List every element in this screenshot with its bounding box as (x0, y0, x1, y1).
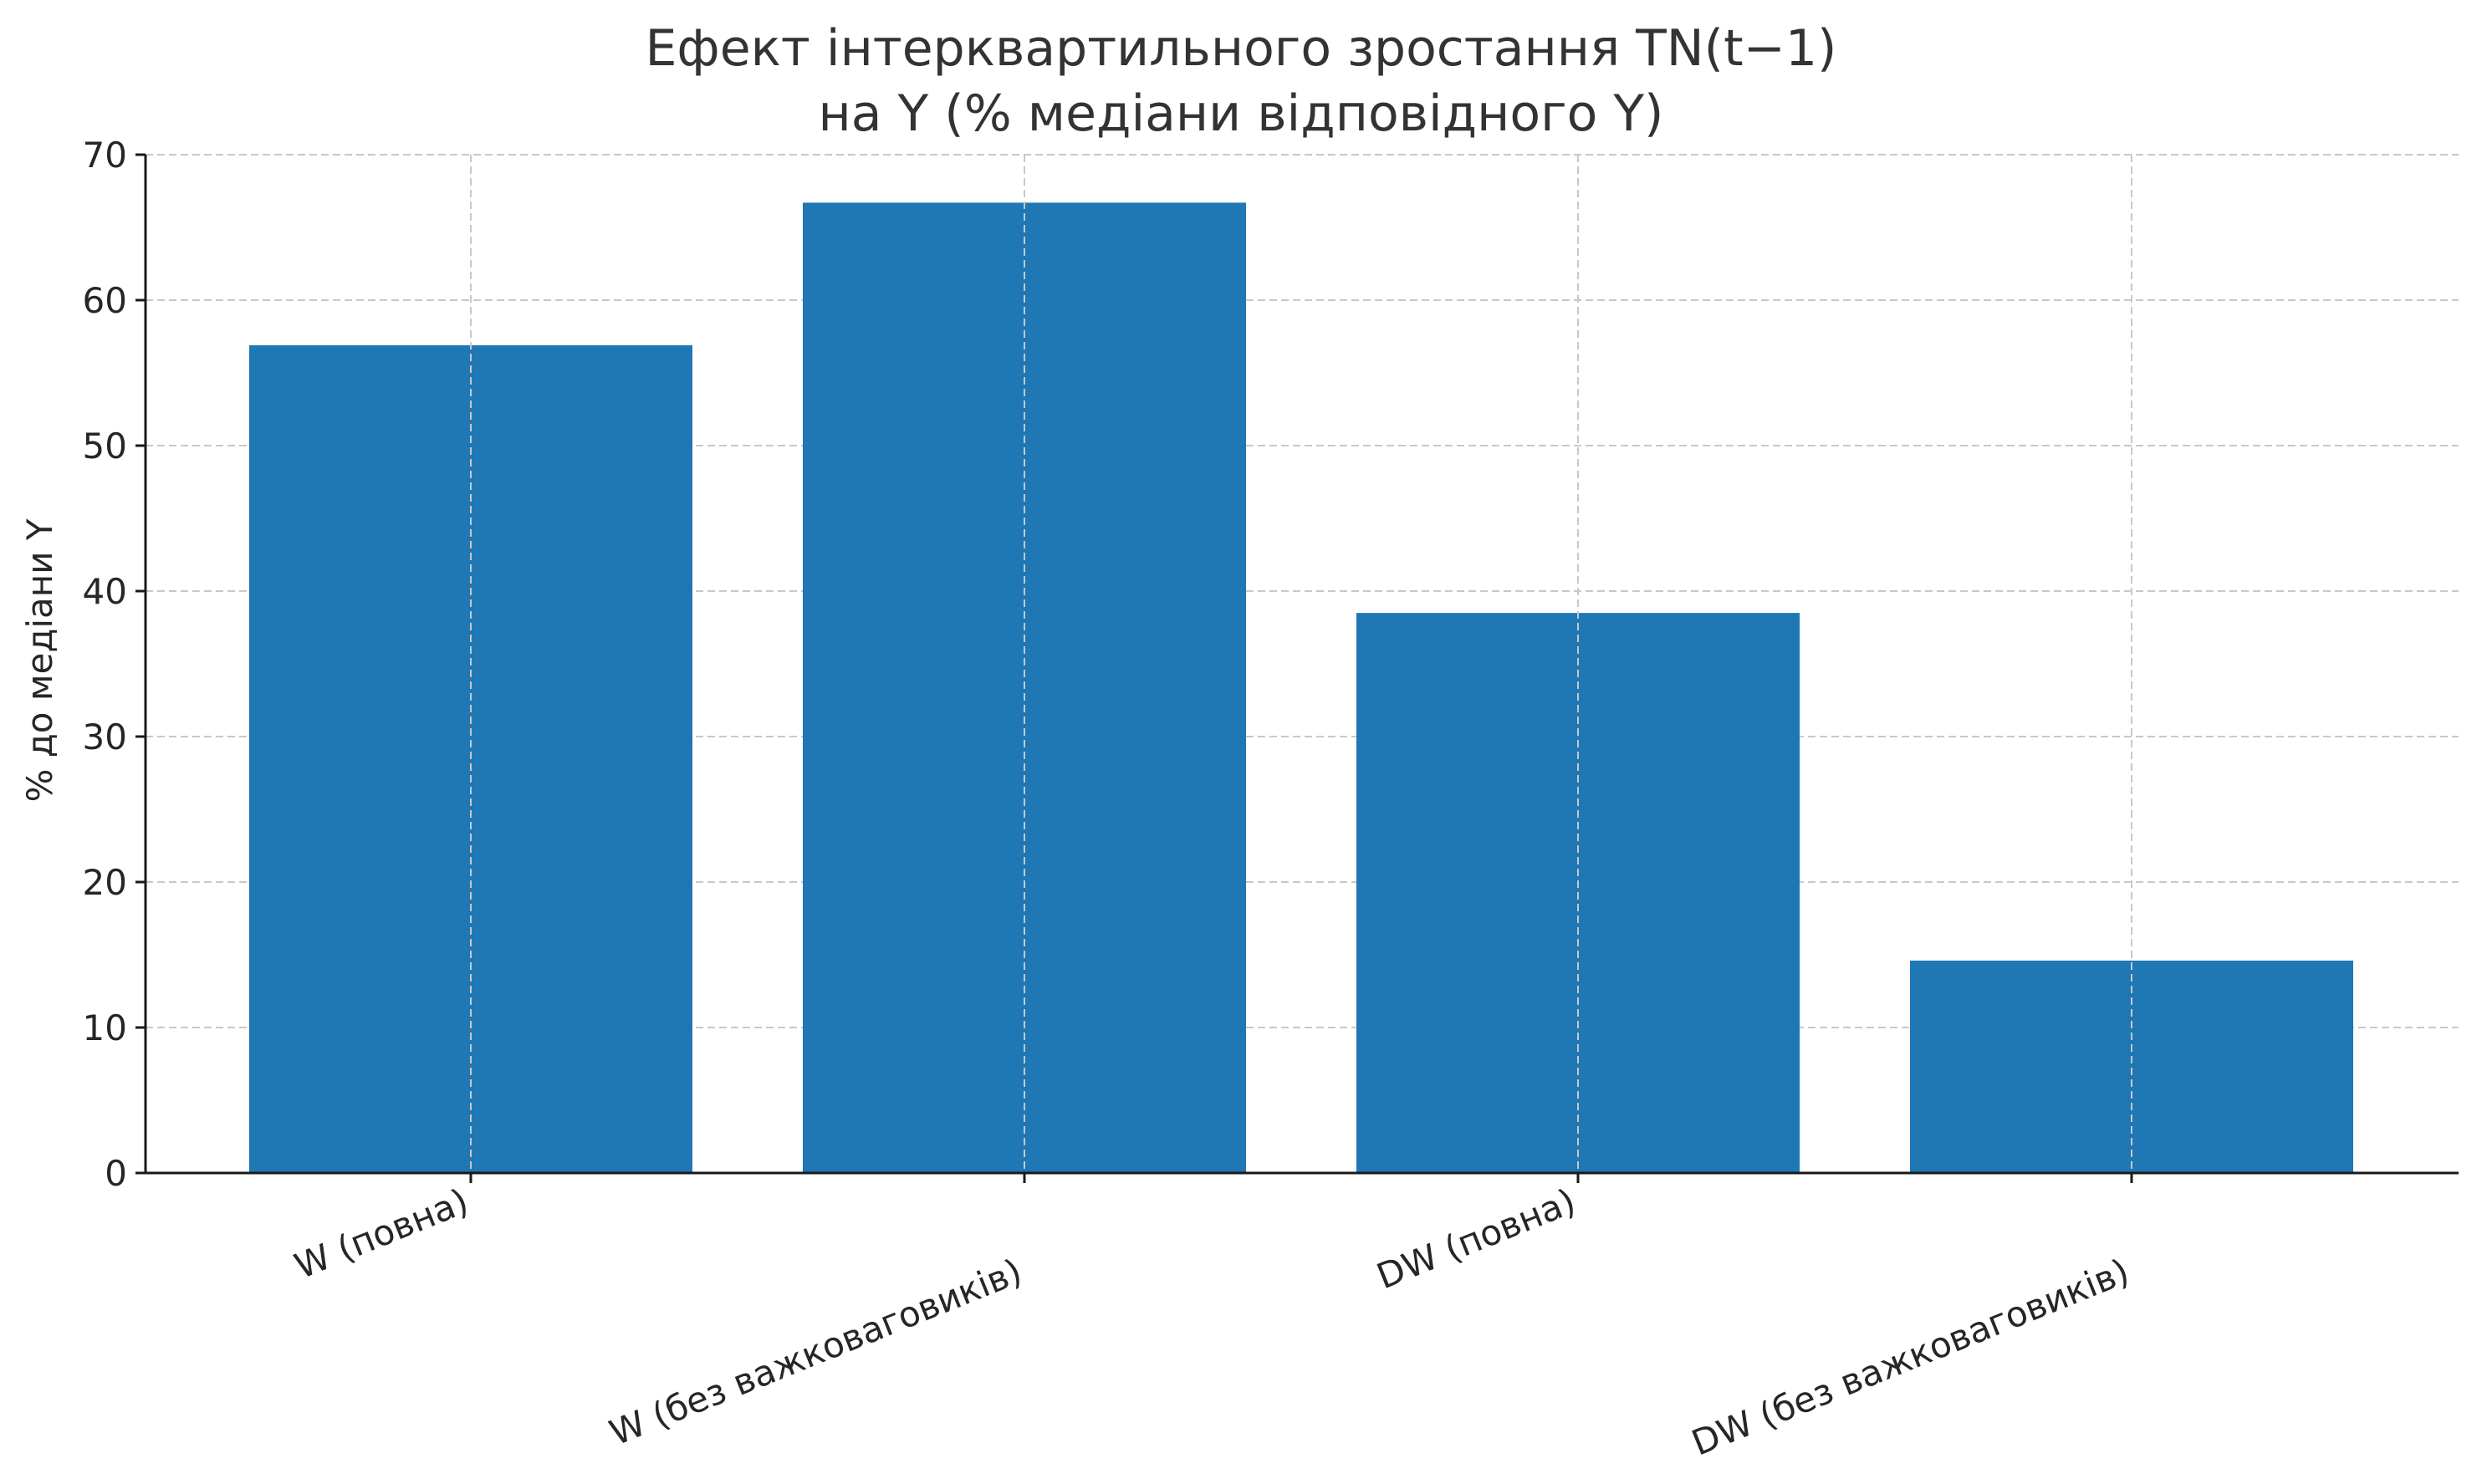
y-tick-label: 50 (83, 426, 127, 467)
axes-layer (135, 153, 2459, 1183)
y-tick-label: 60 (83, 280, 127, 321)
y-tick-label: 10 (83, 1007, 127, 1048)
y-tick-label: 20 (83, 862, 127, 903)
y-tick-labels: 0 10 20 30 40 50 60 70 (83, 135, 127, 1194)
x-tick-label: W (повна) (289, 1181, 474, 1287)
y-tick-label: 40 (83, 571, 127, 612)
chart-title-line-1: Ефект інтерквартильного зростання TN(t−1… (646, 19, 1837, 78)
y-tick-label: 70 (83, 135, 127, 176)
y-tick-label: 0 (105, 1153, 127, 1194)
x-tick-label: W (без важковаговиків) (604, 1251, 1028, 1454)
x-tick-label: DW (без важковаговиків) (1686, 1251, 2135, 1464)
chart-title-line-2: на Y (% медіани відповідного Y) (819, 84, 1664, 143)
y-tick-label: 30 (83, 717, 127, 757)
vertical-grid-layer (470, 155, 2132, 1173)
x-tick-label: DW (повна) (1371, 1181, 1581, 1297)
bars-layer (249, 202, 2353, 1173)
bar (1910, 960, 2353, 1173)
x-tick-labels: W (повна) W (без важковаговиків) DW (повна… (289, 1181, 2135, 1464)
y-axis-label: % до медіани Y (19, 518, 60, 802)
